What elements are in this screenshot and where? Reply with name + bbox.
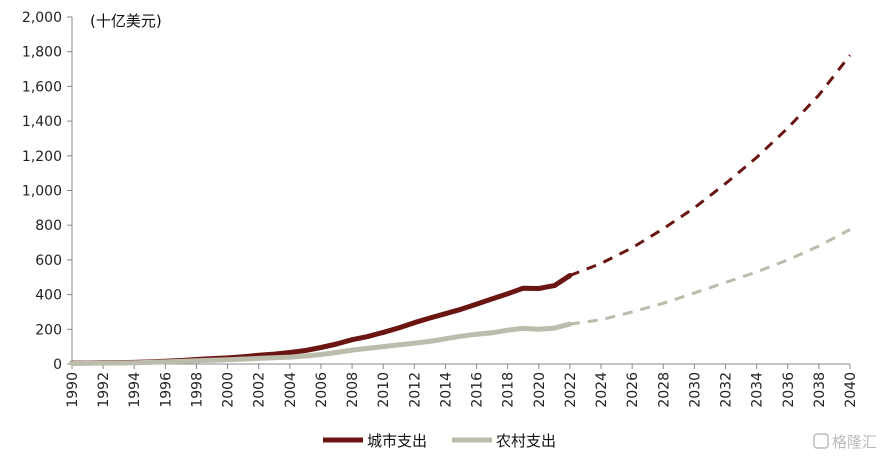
unit-label: (十亿美元) [90, 12, 162, 30]
x-tick-label: 2018 [501, 372, 517, 408]
x-tick-label: 1994 [127, 372, 143, 408]
x-tick-label: 2036 [781, 372, 797, 408]
y-tick-label: 800 [35, 218, 62, 234]
y-tick-label: 200 [35, 322, 62, 338]
watermark-text: 格隆汇 [832, 433, 877, 451]
x-tick-label: 2032 [719, 372, 735, 408]
series-projection-0 [569, 54, 852, 277]
y-tick-label: 600 [35, 253, 62, 269]
x-tick-label: 2040 [843, 372, 859, 408]
x-tick-label: 2028 [656, 372, 672, 408]
series-layer [69, 54, 852, 366]
y-tick-label: 1,600 [22, 79, 62, 95]
legend-label-1: 农村支出 [496, 432, 556, 450]
legend: 城市支出 农村支出 [323, 432, 556, 450]
x-tick-label: 2020 [532, 372, 548, 408]
series-projection-1 [569, 228, 851, 326]
x-tick-label: 2008 [345, 372, 361, 408]
x-tick-label: 1990 [65, 372, 81, 408]
x-tick-label: 1996 [158, 372, 174, 408]
y-tick-label: 2,000 [22, 10, 62, 26]
x-tick-label: 2002 [252, 372, 268, 408]
x-tick-label: 2014 [438, 372, 454, 408]
x-tick-label: 2038 [812, 372, 828, 408]
x-tick-label: 1992 [96, 372, 112, 408]
x-tick-label: 2010 [376, 372, 392, 408]
legend-label-0: 城市支出 [367, 432, 427, 450]
x-tick-label: 2012 [407, 372, 423, 408]
series-line-1 [69, 321, 573, 366]
x-tick-label: 2022 [563, 372, 579, 408]
y-tick-label: 1,000 [22, 184, 62, 200]
y-tick-label: 400 [35, 288, 62, 304]
x-tick-label: 2016 [470, 372, 486, 408]
y-tick-label: 1,800 [22, 45, 62, 61]
y-axis: 0 200 400 600 800 1,000 1,200 1,400 1,600 1,800 2,… [22, 10, 73, 373]
x-tick-label: 2024 [594, 372, 610, 408]
x-tick-label: 1998 [189, 372, 205, 408]
watermark-logo-icon [813, 433, 829, 449]
watermark: 格隆汇 [813, 433, 877, 451]
y-tick-label: 0 [53, 357, 62, 373]
x-axis: 1990 1992 1994 1996 1998 2000 2002 2004 2006 2008… [65, 363, 859, 408]
x-tick-label: 2030 [687, 372, 703, 408]
x-tick-label: 2034 [750, 372, 766, 408]
y-tick-label: 1,400 [22, 114, 62, 130]
x-tick-label: 2026 [625, 372, 641, 408]
x-tick-label: 2000 [221, 372, 237, 408]
series-line-0 [69, 273, 573, 366]
x-tick-label: 2006 [314, 372, 330, 408]
y-tick-label: 1,200 [22, 149, 62, 165]
x-tick-label: 2004 [283, 372, 299, 408]
